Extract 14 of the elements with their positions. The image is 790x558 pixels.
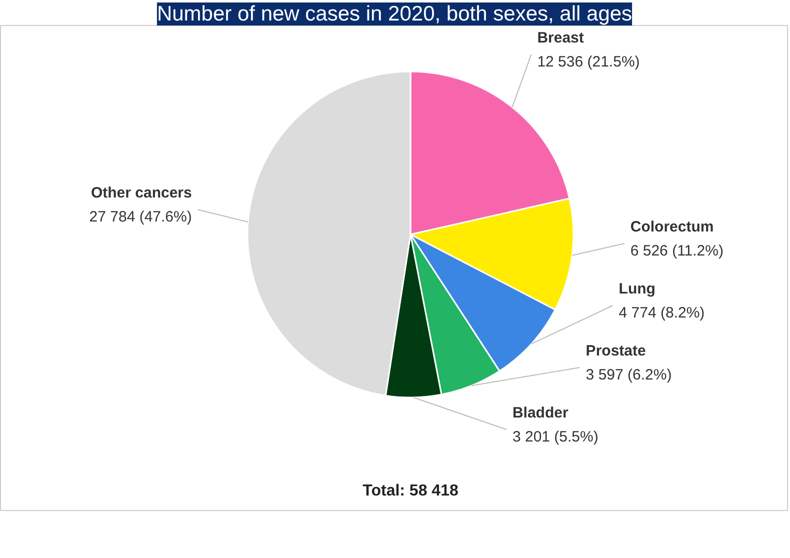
- data-label: 3 597 (6.2%): [586, 366, 672, 384]
- slice-label: Bladder: [512, 404, 568, 422]
- slice-label: Lung: [618, 280, 656, 298]
- data-label: 4 774 (8.2%): [618, 304, 705, 322]
- slice-label: Other cancers: [90, 184, 192, 202]
- data-label: 12 536 (21.5%): [537, 54, 640, 71]
- slice-label: Colorectum: [630, 218, 714, 236]
- data-label: 6 526 (11.2%): [630, 242, 724, 260]
- text: Total: 58 418: [362, 482, 458, 500]
- data-label: 3 201 (5.5%): [512, 428, 598, 446]
- slice-label: Prostate: [586, 342, 646, 360]
- chart-title: Number of new cases in 2020, both sexes, all ages: [156, 2, 632, 26]
- slice-label: Breast: [537, 30, 584, 47]
- data-label: 27 784 (47.6%): [89, 208, 192, 226]
